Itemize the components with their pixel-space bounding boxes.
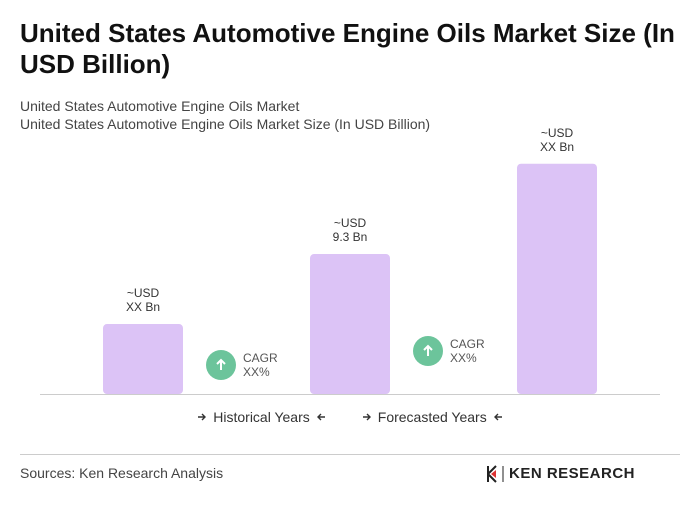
legend-label: Forecasted Years [377,409,487,425]
cagr-arrow [423,344,433,356]
arrow [316,413,325,421]
bar [103,324,183,394]
logo: KEN RESEARCH [509,465,636,482]
legend-arrow [198,413,207,421]
legend-label: Historical Years [213,409,310,425]
value-label: ~USD XX Bn [125,286,161,315]
legend-arrow [362,413,371,421]
legend-arrow [316,413,325,421]
legend: Historical Years Forecasted Years [0,409,700,425]
cagr-arrow [216,358,226,370]
logo-icon [487,465,504,483]
cagr-label: CAGR XX% [243,351,278,379]
arrow [198,413,207,421]
value-label: ~USD XX Bn [539,125,575,154]
source: Sources: Ken Research Analysis [20,465,224,481]
cagr-label: CAGR XX% [450,337,485,365]
subtitle: United States Automotive Engine Oils Mar… [20,116,431,132]
bar [310,254,390,394]
legend-arrow [493,413,502,421]
subtitle: United States Automotive Engine Oils Mar… [20,98,300,114]
legend-item: Forecasted Years [362,409,503,425]
bar [517,163,597,394]
arrow [493,413,502,421]
legend-item: Historical Years [197,409,326,425]
arrow [362,413,371,421]
value-label: ~USD 9.3 Bn [332,216,368,245]
chart-title: United States Automotive Engine Oils Mar… [20,18,675,79]
